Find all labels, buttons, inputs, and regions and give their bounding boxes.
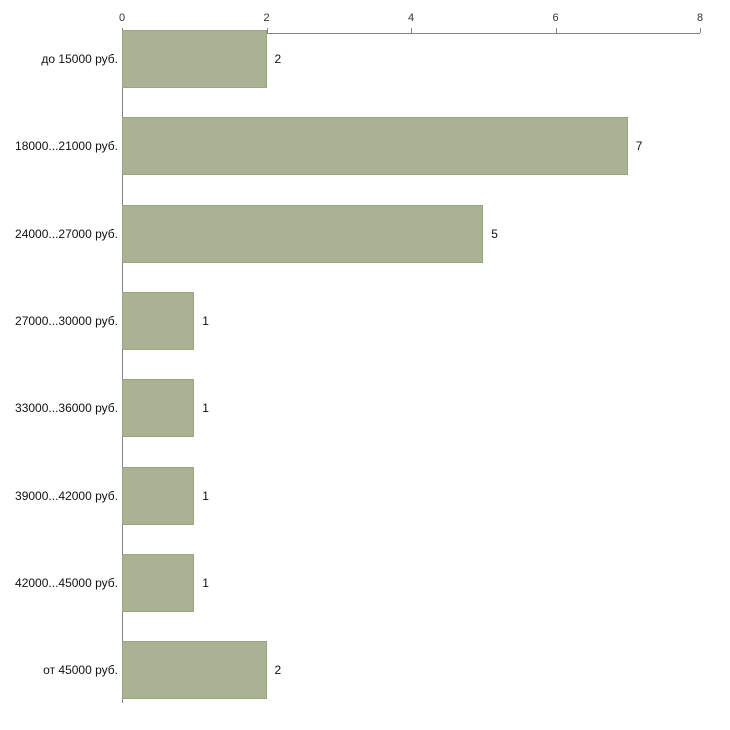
category-label: 24000...27000 руб. [15,226,118,241]
category-label: 33000...36000 руб. [15,401,118,416]
x-tick-label: 8 [696,12,704,24]
value-label: 5 [491,226,498,241]
x-tick-label: 0 [118,12,126,24]
x-tick-mark [555,28,557,33]
value-label: 1 [202,313,209,328]
x-tick-mark [266,28,268,33]
bar [122,641,267,700]
value-label: 1 [202,575,209,590]
value-label: 2 [274,52,282,66]
x-axis-line [122,33,700,34]
category-label: от 45000 руб. [43,663,118,678]
value-label: 2 [274,663,282,678]
bar [122,204,484,263]
bar [122,553,195,612]
x-tick-mark [700,28,701,33]
category-label: 18000...21000 руб. [15,139,118,154]
x-tick-label: 6 [552,12,559,24]
y-axis-line [122,33,123,703]
bar [122,291,195,350]
bar [122,30,267,88]
category-label: 39000...42000 руб. [15,488,118,503]
bar [122,466,195,525]
x-tick-label: 2 [263,12,270,24]
category-label: 27000...30000 руб. [15,313,118,328]
category-label: до 15000 руб. [41,52,118,66]
category-label: 42000...45000 руб. [15,575,118,590]
value-label: 7 [635,139,643,154]
x-tick-mark [411,28,412,33]
value-label: 1 [202,488,209,503]
bar [122,117,628,176]
value-label: 1 [202,401,209,416]
bar [122,379,195,438]
x-tick-label: 4 [407,12,415,24]
